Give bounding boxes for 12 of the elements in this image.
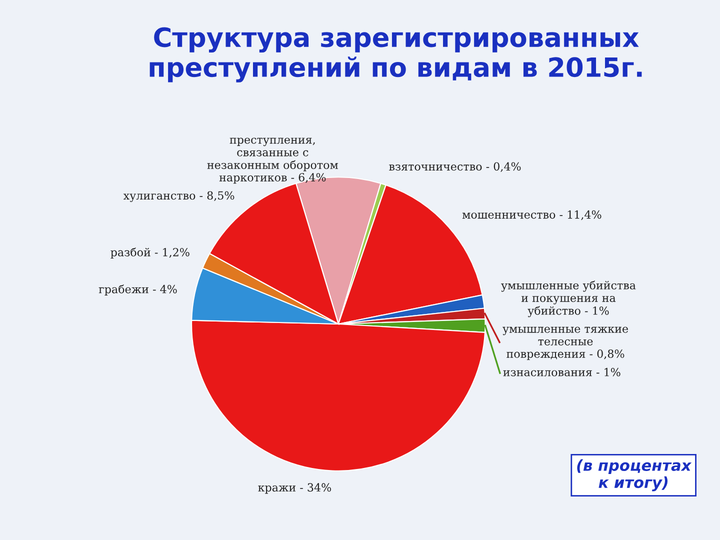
slice-label: кражи - 34% bbox=[258, 483, 332, 494]
slice-label: взяточничество - 0,4% bbox=[389, 162, 521, 172]
slice-label: разбой - 1,2% bbox=[110, 248, 190, 259]
text: (в процентах к итогу) bbox=[577, 459, 692, 492]
slice-label: преступления, связанные с незаконным оборотом наркотиков - 6,4% bbox=[207, 138, 338, 184]
slice-label: мошенничество - 11,4% bbox=[462, 210, 602, 220]
slice-label: хулиганство - 8,5% bbox=[123, 191, 234, 202]
slice-label: грабежи - 4% bbox=[98, 284, 177, 296]
slice-label: умышленные убийства и покушения на убийство - 1% bbox=[501, 280, 636, 318]
chart-title: Структура зарегистрированных преступлений по видам в 2015г. bbox=[150, 27, 642, 82]
slice-label: умышленные тяжкие телесные повреждения - 0,8% bbox=[502, 326, 628, 360]
slice-label: изнасилования - 1% bbox=[503, 368, 620, 376]
